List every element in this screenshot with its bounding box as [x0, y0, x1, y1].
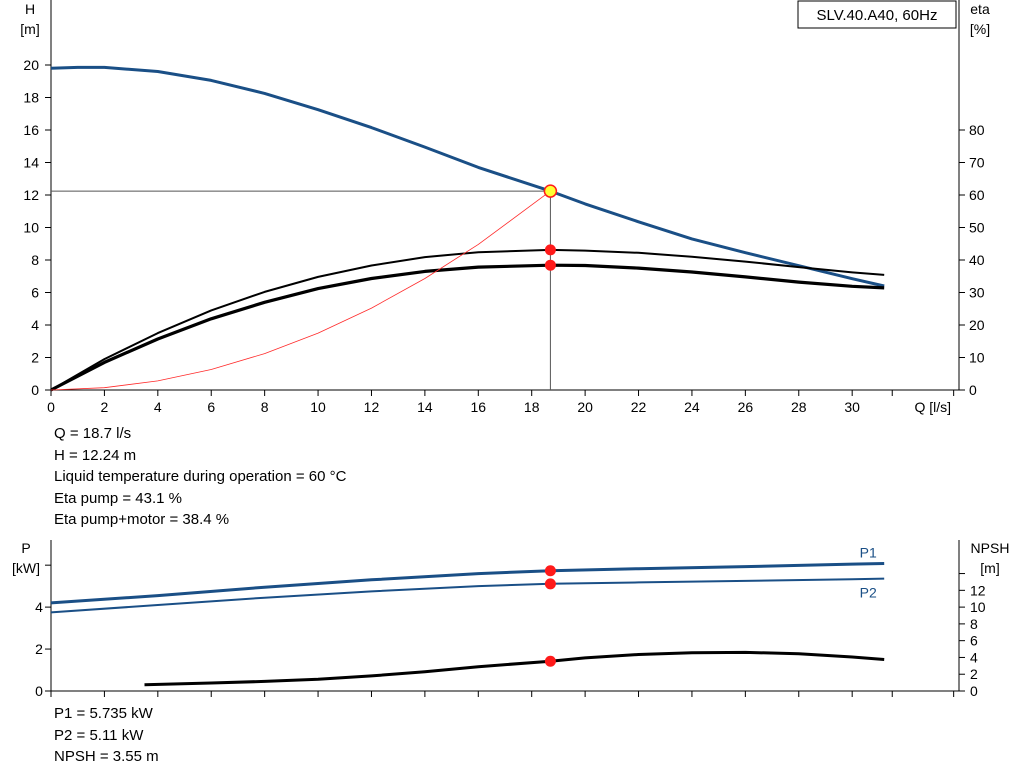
x-tick-label: 10	[310, 399, 326, 415]
info-eta-pump-motor: Eta pump+motor = 38.4 %	[54, 511, 230, 528]
y2-tick-label: 70	[969, 155, 985, 171]
y-tick-label: 2	[35, 641, 43, 657]
eta_pump_motor-curve	[50, 263, 885, 392]
npsh-marker	[544, 655, 556, 667]
x-axis-title: Q [l/s]	[914, 399, 951, 415]
info-liquid-temperature: Liquid temperature during operation = 60…	[54, 468, 347, 485]
info-p2: P2 = 5.11 kW	[54, 726, 144, 744]
x-tick-label: 6	[207, 399, 215, 415]
legend-box: SLV.40.A40, 60Hz	[797, 0, 957, 29]
info-npsh: NPSH = 3.55 m	[54, 748, 159, 765]
info-flow: Q = 18.7 l/s	[54, 425, 132, 442]
y2-tick-label: 0	[969, 382, 977, 398]
y-tick-label: 20	[23, 57, 39, 73]
y2-axis-unit: [m]	[980, 560, 999, 576]
y2-tick-label: 50	[969, 220, 985, 236]
x-tick-label: 18	[524, 399, 540, 415]
legend-box-label: SLV.40.A40, 60Hz	[817, 7, 938, 24]
operating-point-info: Q = 18.7 l/s H = 12.24 m Liquid temperat…	[54, 423, 346, 531]
eta-pump-marker	[544, 244, 556, 256]
y2-tick-label: 10	[969, 350, 985, 366]
x-tick-label: 4	[154, 399, 162, 415]
y-tick-label: 6	[31, 285, 39, 301]
y-tick-label: 14	[23, 155, 39, 171]
y-axis-title: H	[25, 1, 35, 17]
y-tick-label: 10	[23, 220, 39, 236]
y2-tick-label: 2	[970, 666, 978, 682]
P1-label: P1	[860, 544, 877, 560]
eta-pump-motor-marker	[544, 259, 556, 271]
x-tick-label: 22	[631, 399, 647, 415]
NPSH-curve	[144, 650, 885, 687]
x-tick-label: 2	[101, 399, 109, 415]
y-tick-label: 2	[31, 350, 39, 366]
y2-tick-label: 60	[969, 187, 985, 203]
P2-curve	[50, 577, 885, 614]
y-tick-label: 4	[35, 599, 43, 615]
head-eta-plot: 0 2 4 6 8 10 12 14 16 18 20 22 24 26 28 30 Q [l/s]024681…	[20, 0, 990, 415]
y-tick-label: 18	[23, 90, 39, 106]
y2-tick-label: 20	[969, 317, 985, 333]
y-tick-label: 0	[31, 382, 39, 398]
P2-label: P2	[860, 585, 877, 601]
info-eta-pump: Eta pump = 43.1 %	[54, 489, 182, 507]
y2-tick-label: 80	[969, 122, 985, 138]
y-axis-unit: [m]	[20, 21, 39, 37]
y-tick-label: 12	[23, 187, 39, 203]
y2-tick-label: 10	[970, 599, 986, 615]
p1-marker	[544, 565, 556, 577]
y-axis-unit: [kW]	[12, 560, 40, 576]
x-tick-label: 26	[738, 399, 754, 415]
y2-tick-label: 30	[969, 285, 985, 301]
x-tick-label: 8	[261, 399, 269, 415]
y2-axis-title: NPSH	[971, 540, 1010, 556]
x-tick-label: 20	[577, 399, 593, 415]
y2-tick-label: 8	[970, 616, 978, 632]
y2-tick-label: 4	[970, 649, 978, 665]
power-info: P1 = 5.735 kW P2 = 5.11 kW NPSH = 3.55 m	[54, 703, 159, 768]
x-tick-label: 30	[844, 399, 860, 415]
x-tick-label: 28	[791, 399, 807, 415]
y2-tick-label: 0	[970, 683, 978, 699]
system_curve-curve	[50, 190, 551, 391]
eta_pump-curve	[50, 248, 885, 391]
y-tick-label: 0	[35, 683, 43, 699]
y2-tick-label: 6	[970, 633, 978, 649]
x-tick-label: 0	[47, 399, 55, 415]
x-tick-label: 14	[417, 399, 433, 415]
y-tick-label: 8	[31, 252, 39, 268]
info-head: H = 12.24 m	[54, 446, 137, 464]
y-axis-title: P	[21, 540, 30, 556]
y-tick-label: 16	[23, 122, 39, 138]
P1-curve	[50, 562, 885, 605]
x-tick-label: 24	[684, 399, 700, 415]
head-curve	[50, 65, 885, 288]
operating-point-marker	[543, 184, 558, 198]
y2-tick-label: 12	[970, 582, 986, 598]
y2-axis-title: eta	[970, 1, 990, 17]
y2-tick-label: 40	[969, 252, 985, 268]
y2-axis-unit: [%]	[970, 21, 990, 37]
info-p1: P1 = 5.735 kW	[54, 705, 153, 722]
y-tick-label: 4	[31, 317, 39, 333]
x-tick-label: 16	[471, 399, 487, 415]
x-tick-label: 12	[364, 399, 380, 415]
p2-marker	[544, 578, 556, 590]
